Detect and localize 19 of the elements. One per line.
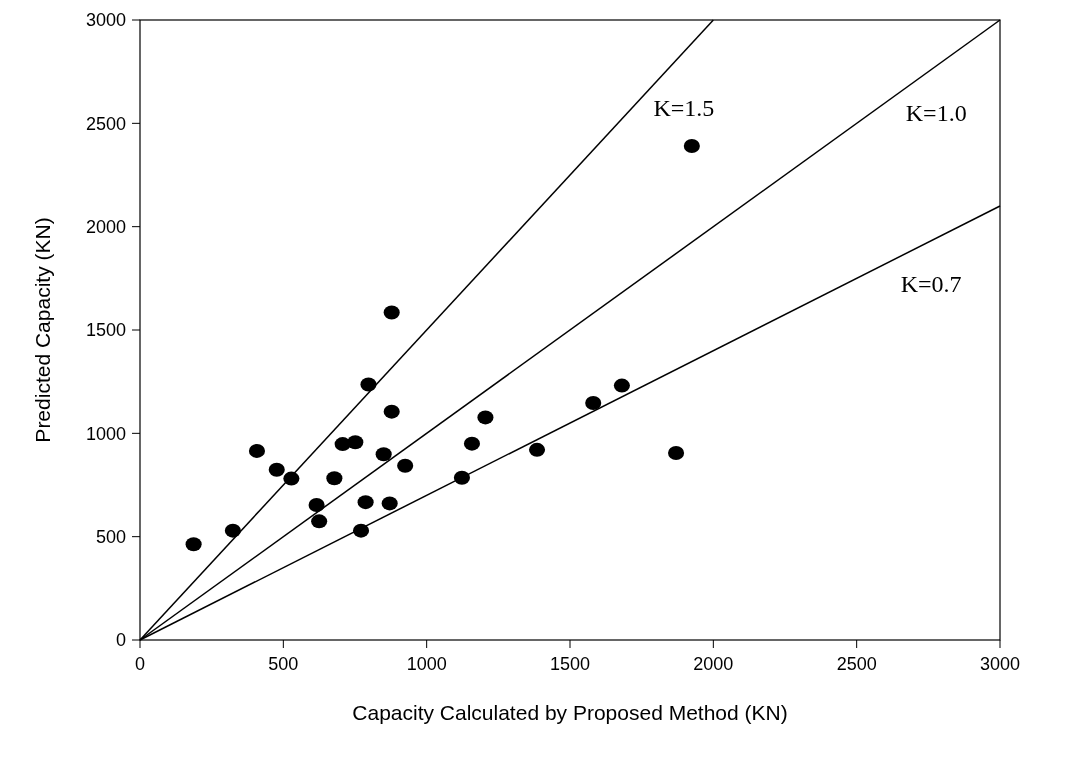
y-tick-label: 500 (95, 526, 126, 547)
x-tick-label: 1000 (406, 654, 447, 674)
x-tick-label: 0 (134, 654, 146, 674)
x-tick-label: 1500 (549, 654, 591, 674)
x-axis-title: Capacity Calculated by Proposed Method (KN) (352, 701, 788, 724)
y-tick-label: 1000 (85, 423, 126, 444)
y-axis-title: Predicted Capacity (KN) (31, 217, 54, 443)
x-tick-label: 500 (268, 654, 299, 674)
x-tick-label: 3000 (979, 654, 1021, 674)
series-label: K=0.7 (900, 270, 962, 297)
series-label: K=1.0 (905, 100, 967, 127)
y-tick-label: 2500 (85, 113, 126, 134)
y-tick-label: 2000 (85, 216, 126, 237)
x-tick-label: 2000 (693, 654, 734, 674)
y-tick-label: 1500 (85, 320, 126, 341)
y-tick-label: 0 (115, 630, 126, 651)
y-tick-label: 3000 (85, 10, 126, 31)
series-label: K=1.5 (653, 95, 715, 122)
x-tick-label: 2500 (836, 654, 877, 674)
